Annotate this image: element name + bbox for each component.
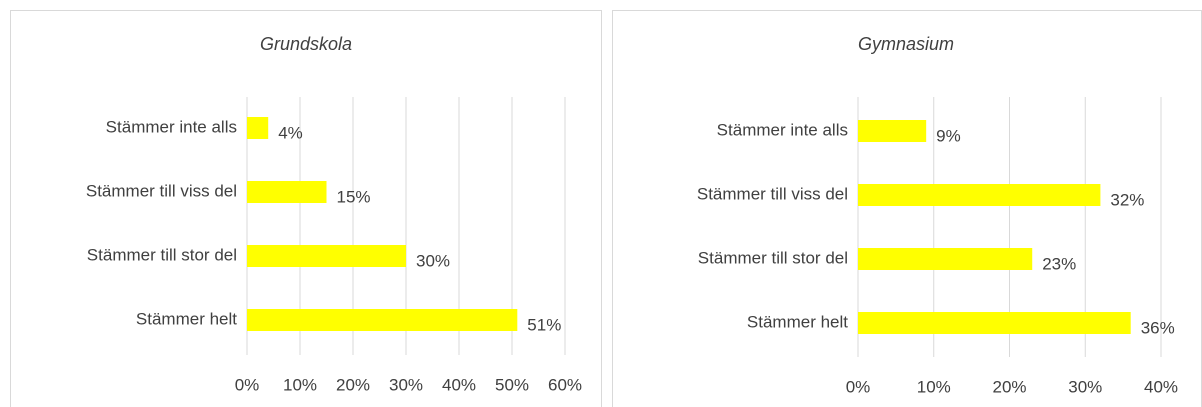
x-tick-label: 10% [917, 377, 951, 396]
x-tick-label: 40% [1144, 377, 1178, 396]
data-label: 4% [278, 123, 303, 142]
bar [858, 120, 927, 142]
data-label: 36% [1141, 318, 1175, 337]
bar [858, 248, 1033, 270]
x-tick-label: 50% [495, 375, 529, 394]
x-tick-label: 20% [992, 377, 1026, 396]
y-tick-label: Stämmer till stor del [87, 245, 237, 264]
chart-title: Gymnasium [858, 34, 954, 54]
y-tick-label: Stämmer inte alls [106, 117, 237, 136]
y-tick-label: Stämmer helt [136, 309, 237, 328]
bar [858, 184, 1101, 206]
x-tick-label: 20% [336, 375, 370, 394]
y-tick-label: Stämmer till viss del [86, 181, 237, 200]
y-tick-label: Stämmer till stor del [698, 248, 848, 267]
y-tick-label: Stämmer inte alls [717, 120, 848, 139]
y-tick-label: Stämmer till viss del [697, 184, 848, 203]
bar [247, 117, 269, 139]
y-tick-label: Stämmer helt [747, 312, 848, 331]
data-label: 15% [337, 187, 371, 206]
bar [247, 245, 406, 267]
x-tick-label: 40% [442, 375, 476, 394]
bar [247, 309, 518, 331]
x-tick-label: 30% [389, 375, 423, 394]
chart-title: Grundskola [260, 34, 352, 54]
data-label: 51% [527, 315, 561, 334]
data-label: 9% [936, 126, 961, 145]
x-tick-label: 10% [283, 375, 317, 394]
bar [247, 181, 327, 203]
bar [858, 312, 1131, 334]
data-label: 30% [416, 251, 450, 270]
chart-frame [10, 10, 602, 407]
data-label: 32% [1110, 190, 1144, 209]
data-label: 23% [1042, 254, 1076, 273]
x-tick-label: 30% [1068, 377, 1102, 396]
x-tick-label: 0% [846, 377, 871, 396]
x-tick-label: 60% [548, 375, 582, 394]
x-tick-label: 0% [235, 375, 260, 394]
